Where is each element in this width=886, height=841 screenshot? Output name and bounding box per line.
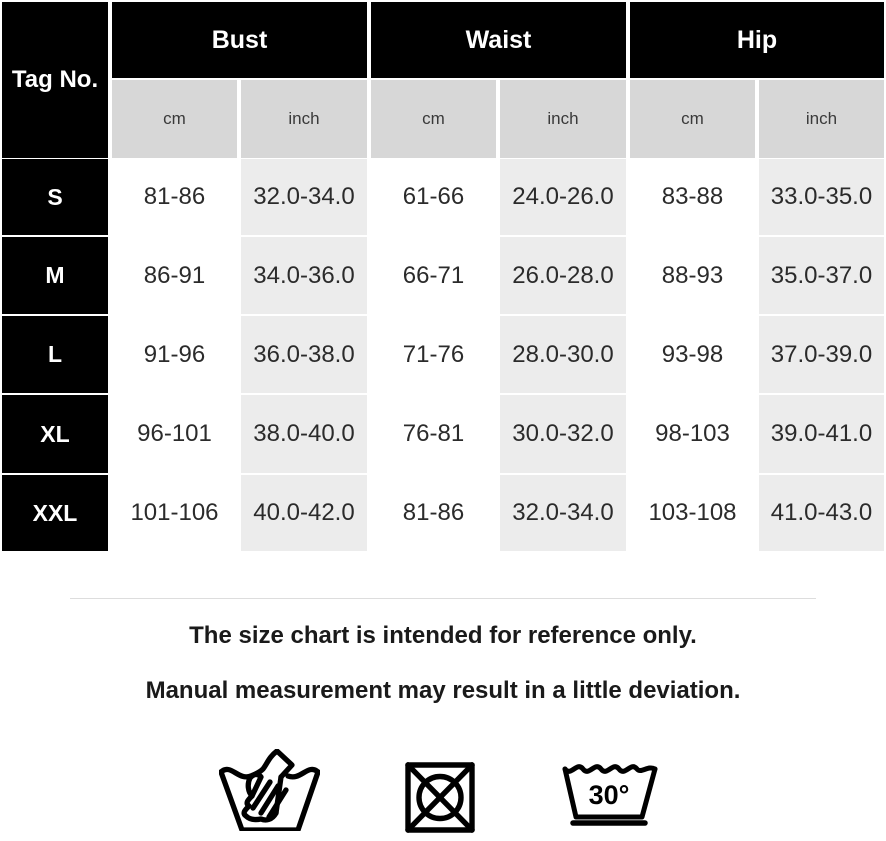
svg-text:30°: 30° <box>589 780 630 810</box>
